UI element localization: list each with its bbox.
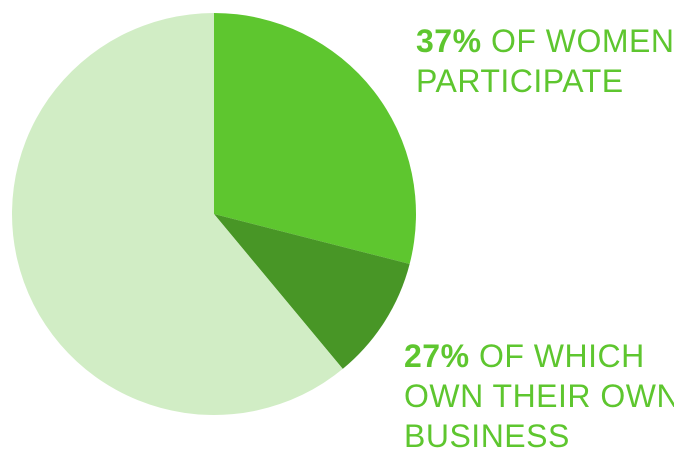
annotation-1-percent: 37%	[416, 23, 482, 59]
annotation-1-line-1: 37% OF WOMEN	[416, 21, 674, 61]
annotation-1-text: OF WOMEN	[481, 23, 674, 59]
annotation-own-business: 27% OF WHICH OWN THEIR OWN BUSINESS	[404, 336, 674, 456]
annotation-women-participate: 37% OF WOMEN PARTICIPATE	[416, 21, 674, 101]
annotation-2-percent: 27%	[404, 338, 470, 374]
slice-remainder	[11, 12, 343, 415]
slice-own-business	[214, 214, 410, 369]
annotation-2-line-2: OWN THEIR OWN	[404, 378, 674, 414]
slice-women-participate	[214, 13, 416, 264]
annotation-2-line-1: 27% OF WHICH	[404, 336, 674, 376]
annotation-2-line-3: BUSINESS	[404, 418, 570, 454]
annotation-1-line-2: PARTICIPATE	[416, 63, 624, 99]
annotation-2-text: OF WHICH	[469, 338, 645, 374]
